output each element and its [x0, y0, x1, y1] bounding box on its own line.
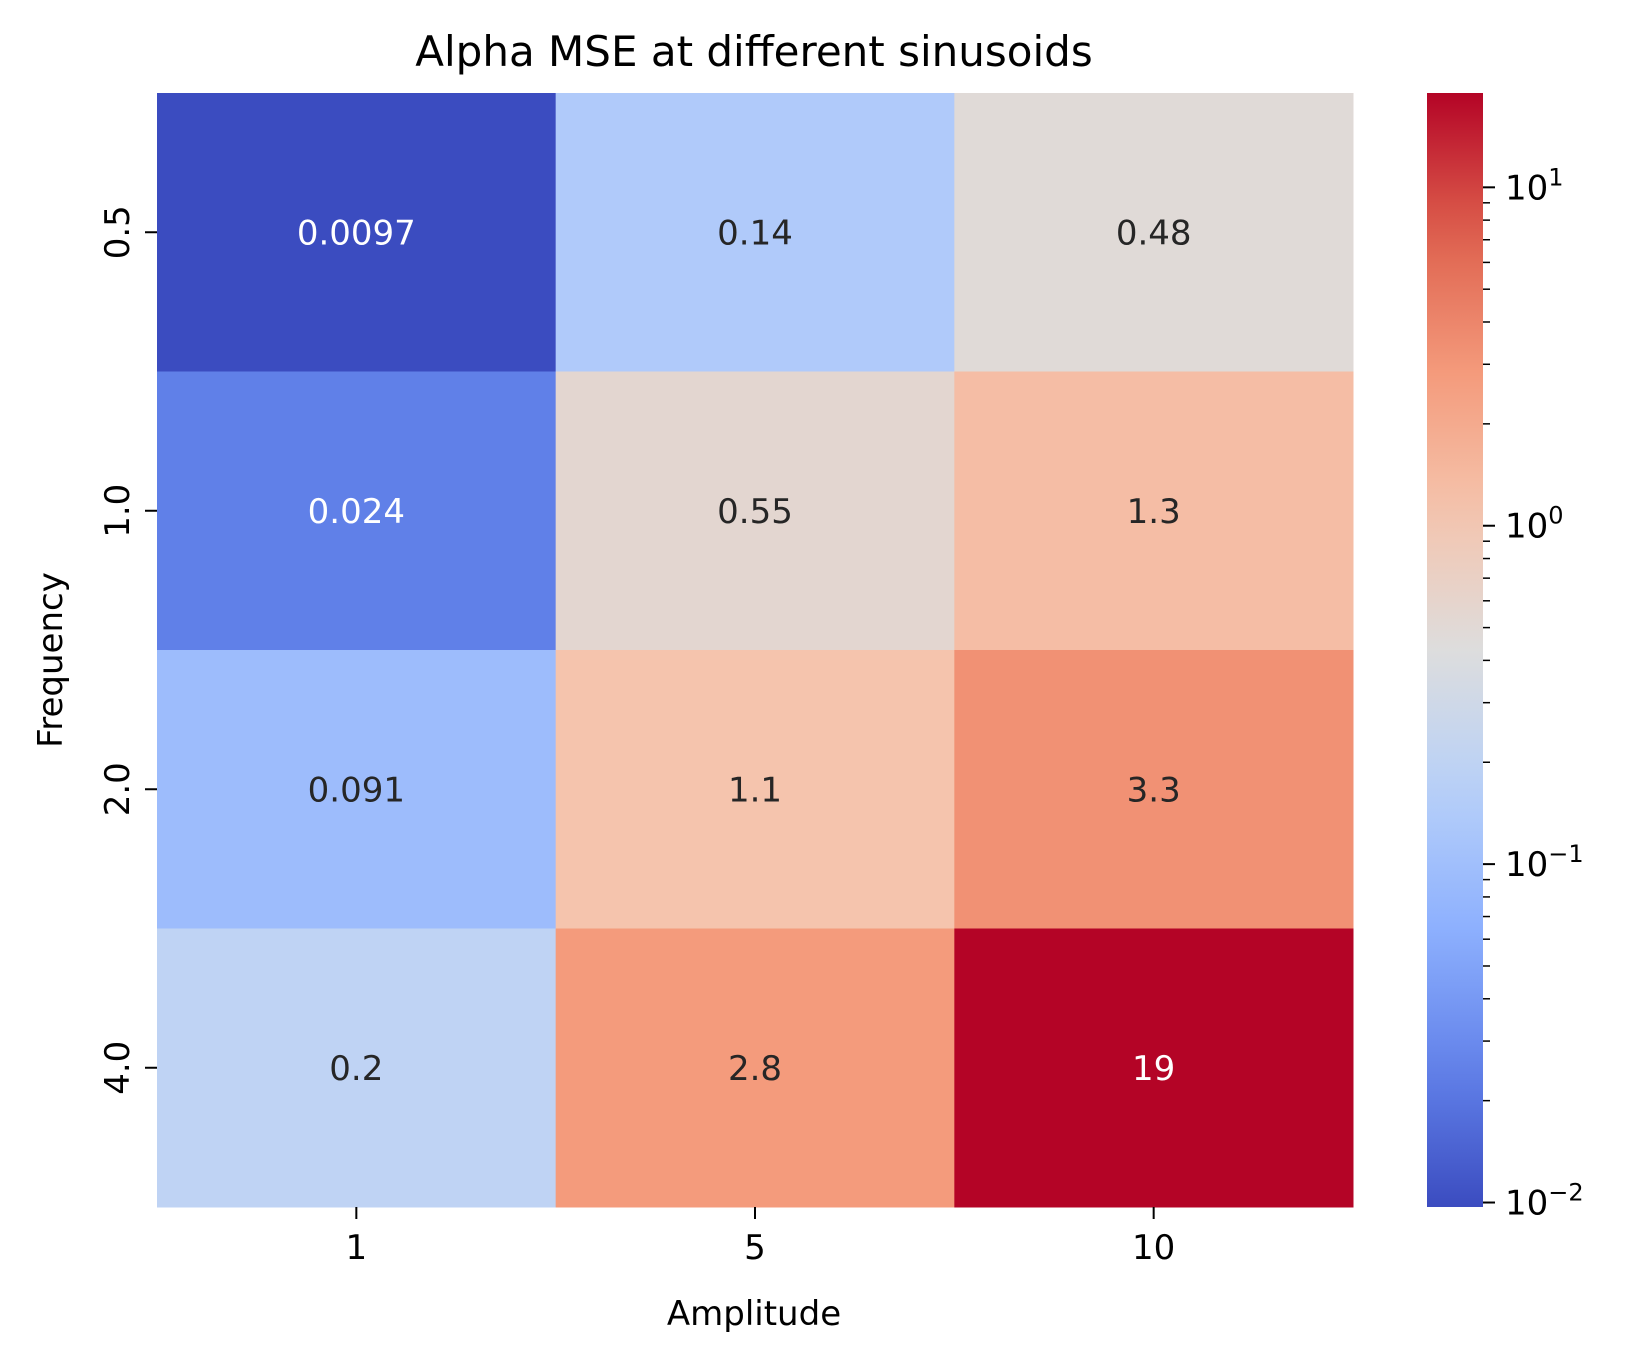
heatmap-cell: [954, 93, 1354, 372]
colorbar-tick-label: 100: [1505, 502, 1564, 547]
cell-value-label: 0.55: [717, 492, 793, 532]
heatmap-cell: [954, 928, 1354, 1208]
y-tick-label: 1.0: [98, 484, 138, 538]
heatmap-cell: [555, 93, 955, 372]
heatmap-cell: [157, 928, 557, 1208]
heatmap-cell: [157, 93, 557, 372]
colorbar: [1427, 93, 1483, 1207]
colorbar-tick-label: 101: [1505, 163, 1564, 208]
cell-value-label: 0.024: [308, 492, 405, 532]
y-axis: 0.5 1.0 2.0 4.0: [98, 205, 157, 1095]
cell-value-label: 0.14: [717, 213, 793, 253]
heatmap-cell: [157, 371, 557, 651]
heatmap-cell: [555, 371, 955, 651]
heatmap-cell-labels: 0.0097 0.14 0.48 0.024 0.55 1.3 0.091 1.1 3.3 0.2…: [297, 213, 1192, 1089]
cell-value-label: 19: [1132, 1049, 1175, 1089]
y-tick-label: 4.0: [98, 1041, 138, 1095]
heatmap-cell: [555, 650, 955, 929]
heatmap-cells: [157, 93, 1354, 1208]
x-axis-label: Amplitude: [667, 1294, 841, 1334]
colorbar-tick-label: 10−2: [1505, 1179, 1584, 1224]
y-axis-label: Frequency: [31, 572, 71, 748]
cell-value-label: 0.2: [329, 1049, 383, 1089]
colorbar-tick-label: 10−1: [1505, 840, 1584, 885]
colorbar-ticks: 10−2 10−1 100 101: [1483, 163, 1584, 1224]
y-tick-label: 0.5: [98, 205, 138, 259]
cell-value-label: 3.3: [1127, 770, 1181, 810]
heatmap-cell: [954, 371, 1354, 651]
x-tick-label: 10: [1132, 1228, 1175, 1268]
x-tick-label: 1: [346, 1228, 368, 1268]
cell-value-label: 1.3: [1127, 492, 1181, 532]
heatmap-cell: [157, 650, 557, 929]
heatmap-cell: [954, 650, 1354, 929]
cell-value-label: 0.0097: [297, 213, 416, 253]
x-tick-label: 5: [744, 1228, 766, 1268]
cell-value-label: 0.091: [308, 770, 405, 810]
y-tick-label: 2.0: [98, 762, 138, 816]
heatmap-cell: [555, 928, 955, 1208]
chart-title: Alpha MSE at different sinusoids: [415, 27, 1092, 76]
cell-value-label: 0.48: [1116, 213, 1192, 253]
cell-value-label: 1.1: [728, 770, 782, 810]
cell-value-label: 2.8: [728, 1049, 782, 1089]
x-axis: 1 5 10: [346, 1207, 1175, 1268]
